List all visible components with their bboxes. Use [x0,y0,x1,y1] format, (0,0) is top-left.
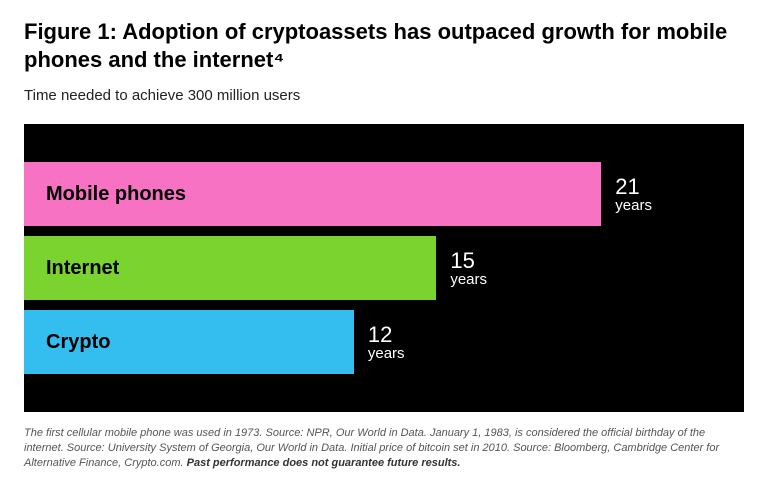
chart-bar: Crypto [24,310,354,374]
value-number: 21 [615,175,652,198]
chart-bar-value: 15years [436,249,487,288]
adoption-bar-chart: Mobile phones21yearsInternet15yearsCrypt… [24,124,744,412]
value-number: 12 [368,323,405,346]
value-unit: years [615,198,652,214]
chart-row: Internet15years [24,236,680,300]
figure-footnote: The first cellular mobile phone was used… [24,426,744,471]
figure-subtitle: Time needed to achieve 300 million users [24,87,744,104]
value-unit: years [368,346,405,362]
chart-bar: Internet [24,236,436,300]
chart-bar: Mobile phones [24,162,601,226]
figure-title: Figure 1: Adoption of cryptoassets has o… [24,18,744,73]
footnote-disclaimer: Past performance does not guarantee futu… [187,457,461,469]
chart-row: Crypto12years [24,310,680,374]
chart-bar-value: 12years [354,323,405,362]
value-unit: years [450,272,487,288]
chart-row: Mobile phones21years [24,162,680,226]
chart-bar-value: 21years [601,175,652,214]
value-number: 15 [450,249,487,272]
